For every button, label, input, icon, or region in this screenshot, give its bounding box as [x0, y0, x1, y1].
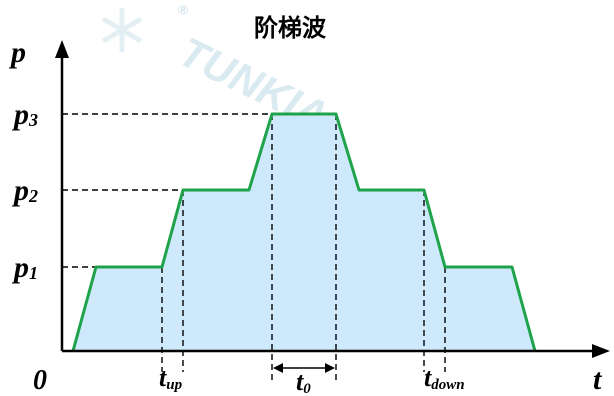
- x-axis-label: t: [593, 363, 603, 396]
- level-label-p3-base: p: [11, 98, 29, 131]
- axes: [55, 40, 610, 358]
- x-axis-arrow-icon: [592, 344, 610, 358]
- y-axis-label: p: [8, 36, 26, 69]
- y-axis-arrow-icon: [55, 40, 69, 58]
- time-label-tup: tup: [159, 363, 183, 393]
- waveform-fill-area: [73, 114, 535, 351]
- level-label-p3: p3: [11, 98, 38, 131]
- t0-arrow-right-icon: [325, 363, 335, 373]
- origin-label: 0: [33, 365, 47, 396]
- level-label-p2-sub: 2: [28, 186, 38, 206]
- waveform-line: [71, 112, 537, 352]
- level-guides: [62, 113, 272, 268]
- level-label-p1-sub: 1: [29, 263, 38, 283]
- watermark-registered-mark: ®: [178, 2, 188, 17]
- time-label-t0-base: t: [296, 367, 304, 396]
- level-label-p2-base: p: [11, 174, 29, 207]
- time-label-t0-sub: 0: [303, 381, 311, 396]
- time-label-tup-sub: up: [166, 377, 182, 393]
- level-label-p3-sub: 3: [28, 110, 38, 130]
- time-label-t0: t0: [296, 367, 311, 396]
- time-label-tdown-base: t: [424, 363, 432, 392]
- level-label-p1: p1: [11, 251, 38, 284]
- time-label-tdown: tdown: [424, 363, 465, 393]
- t0-arrow-left-icon: [273, 363, 283, 373]
- watermark-snowflake-icon: [101, 8, 143, 52]
- diagram-title: 阶梯波: [254, 14, 327, 42]
- t0-span-arrow: [273, 363, 335, 373]
- time-guides: [161, 114, 446, 382]
- level-label-p1-base: p: [11, 251, 29, 284]
- time-label-tdown-sub: down: [431, 377, 464, 393]
- level-label-p2: p2: [11, 174, 38, 207]
- time-label-tup-base: t: [159, 363, 167, 392]
